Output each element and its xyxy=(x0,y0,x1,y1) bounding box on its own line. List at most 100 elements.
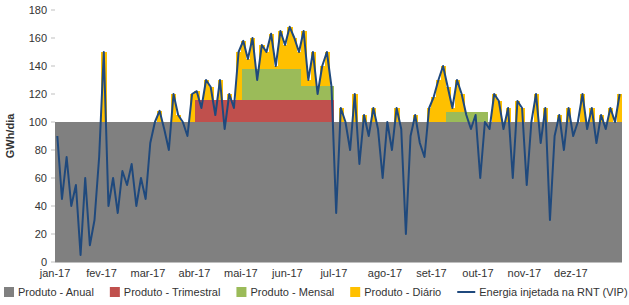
area-segment xyxy=(320,122,325,262)
area-segment xyxy=(115,122,120,123)
y-tick-label: 180 xyxy=(29,4,47,16)
y-tick-label: 120 xyxy=(29,88,47,100)
area-segment xyxy=(594,122,599,123)
area-segment xyxy=(74,122,79,123)
area-segment xyxy=(115,122,120,123)
area-segment xyxy=(524,122,529,123)
area-segment xyxy=(180,122,185,262)
area-segment xyxy=(571,122,576,262)
area-segment xyxy=(380,122,385,123)
area-segment xyxy=(125,122,130,123)
y-tick xyxy=(51,234,55,235)
area-segment xyxy=(83,122,88,123)
area-segment xyxy=(357,122,362,123)
area-segment xyxy=(380,122,385,123)
area-segment xyxy=(120,122,125,123)
area-segment xyxy=(88,122,93,123)
area-segment xyxy=(283,45,288,69)
area-segment xyxy=(445,112,450,122)
chart: 020406080100120140160180jan-17fev-17mar-… xyxy=(0,0,629,305)
area-segment xyxy=(255,122,260,262)
x-tick-label: out-17 xyxy=(462,267,493,279)
area-segment xyxy=(222,99,227,100)
y-tick-label: 140 xyxy=(29,60,47,72)
line-series xyxy=(57,27,619,255)
area-segment xyxy=(334,122,339,123)
area-segment xyxy=(278,100,283,122)
area-segment xyxy=(125,122,130,123)
area-segment xyxy=(492,122,497,262)
area-segment xyxy=(246,100,251,122)
area-segment xyxy=(566,122,571,262)
area-segment xyxy=(325,122,330,262)
area-segment xyxy=(483,112,488,122)
area-segment xyxy=(297,52,302,69)
area-segment xyxy=(264,69,269,100)
legend-swatch xyxy=(350,287,360,297)
area-segment xyxy=(264,100,269,122)
area-segment xyxy=(450,112,455,122)
area-segment xyxy=(134,122,139,123)
area-segment xyxy=(88,122,93,123)
area-segment xyxy=(325,100,330,122)
area-segment xyxy=(320,86,325,100)
area-segment xyxy=(510,122,515,123)
area-segment xyxy=(204,100,209,122)
y-tick xyxy=(51,10,55,11)
area-segment xyxy=(325,86,330,100)
area-segment xyxy=(487,122,492,262)
area-segment xyxy=(78,122,83,123)
area-segment xyxy=(357,122,362,123)
x-tick-label: ago-17 xyxy=(368,267,402,279)
area-segment xyxy=(613,122,618,262)
area-segment xyxy=(548,122,553,123)
legend-item: Produto - Anual xyxy=(4,286,94,298)
area-segment xyxy=(194,122,199,262)
area-segment xyxy=(111,122,116,123)
area-segment xyxy=(55,122,60,123)
area-segment xyxy=(422,122,427,123)
area-segment xyxy=(92,122,97,123)
area-segment xyxy=(69,122,74,123)
area-segment xyxy=(455,112,460,122)
area-segment xyxy=(594,122,599,123)
area-segment xyxy=(315,100,320,122)
area-segment xyxy=(287,69,292,100)
area-segment xyxy=(64,122,69,123)
area-segment xyxy=(450,122,455,262)
area-segment xyxy=(297,100,302,122)
area-segment xyxy=(213,122,218,262)
area-segment xyxy=(60,122,65,123)
area-segment xyxy=(334,122,339,123)
area-segment xyxy=(259,100,264,122)
area-segment xyxy=(143,122,148,123)
area-segment xyxy=(292,100,297,122)
area-segment xyxy=(241,69,246,100)
y-tick xyxy=(51,150,55,151)
area-segment xyxy=(292,122,297,262)
area-segment xyxy=(143,122,148,123)
area-segment xyxy=(617,122,622,262)
area-segment xyxy=(199,122,204,262)
x-tick-label: jan-17 xyxy=(39,267,71,279)
area-segment xyxy=(236,100,241,122)
area-segment xyxy=(273,100,278,122)
area-segment xyxy=(236,122,241,262)
y-tick-label: 80 xyxy=(35,144,47,156)
area-segment xyxy=(306,86,311,100)
area-segment xyxy=(185,122,190,262)
area-segment xyxy=(334,122,339,123)
area-segment xyxy=(269,122,274,262)
area-segment xyxy=(469,122,474,262)
legend-swatch xyxy=(236,287,246,297)
area-segment xyxy=(380,122,385,123)
area-segment xyxy=(510,122,515,123)
legend: Produto - AnualProduto - TrimestralProdu… xyxy=(4,286,628,298)
legend-label: Produto - Anual xyxy=(18,286,94,298)
x-tick-label: mar-17 xyxy=(131,267,166,279)
area-segment xyxy=(404,122,409,123)
area-segment xyxy=(190,122,195,262)
area-segment xyxy=(125,122,130,262)
area-segment xyxy=(74,122,79,123)
y-tick-label: 100 xyxy=(29,116,47,128)
